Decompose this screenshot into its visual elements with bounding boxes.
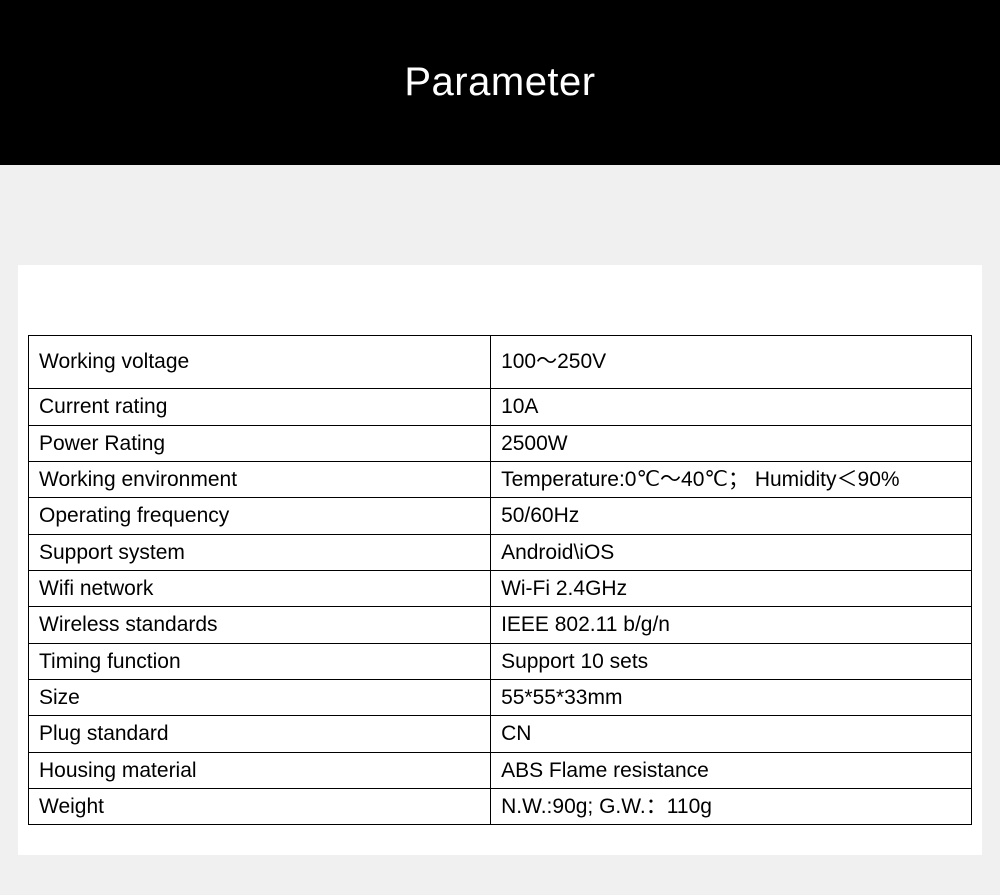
table-row: Plug standard CN [29,716,972,752]
banner: Parameter [0,0,1000,165]
param-label: Weight [29,789,491,825]
table-row: Working environment Temperature:0℃～40℃； … [29,462,972,498]
table-row: Operating frequency 50/60Hz [29,498,972,534]
param-value: ABS Flame resistance [491,752,972,788]
param-label: Wireless standards [29,607,491,643]
param-label: Support system [29,534,491,570]
table-row: Power Rating 2500W [29,425,972,461]
table-row: Size 55*55*33mm [29,680,972,716]
table-row: Weight N.W.:90g; G.W.：110g [29,789,972,825]
param-label: Power Rating [29,425,491,461]
param-value: 100～250V [491,336,972,389]
table-row: Current rating 10A [29,389,972,425]
table-row: Wireless standards IEEE 802.11 b/g/n [29,607,972,643]
param-value: 2500W [491,425,972,461]
param-label: Working environment [29,462,491,498]
content-wrap: Working voltage 100～250V Current rating … [0,165,1000,895]
param-label: Working voltage [29,336,491,389]
param-label: Current rating [29,389,491,425]
param-value: Support 10 sets [491,643,972,679]
param-value: 50/60Hz [491,498,972,534]
param-label: Operating frequency [29,498,491,534]
param-label: Size [29,680,491,716]
table-row: Wifi network Wi-Fi 2.4GHz [29,571,972,607]
param-value: IEEE 802.11 b/g/n [491,607,972,643]
page-title: Parameter [404,60,595,105]
parameter-table-body: Working voltage 100～250V Current rating … [29,336,972,825]
param-value: Wi-Fi 2.4GHz [491,571,972,607]
param-label: Housing material [29,752,491,788]
param-value: N.W.:90g; G.W.：110g [491,789,972,825]
table-row: Housing material ABS Flame resistance [29,752,972,788]
table-row: Working voltage 100～250V [29,336,972,389]
param-label: Wifi network [29,571,491,607]
param-value: CN [491,716,972,752]
table-card: Working voltage 100～250V Current rating … [18,265,982,855]
parameter-table: Working voltage 100～250V Current rating … [28,335,972,825]
param-label: Timing function [29,643,491,679]
table-row: Support system Android\iOS [29,534,972,570]
param-value: Android\iOS [491,534,972,570]
param-value: 10A [491,389,972,425]
param-value: 55*55*33mm [491,680,972,716]
table-row: Timing function Support 10 sets [29,643,972,679]
param-value: Temperature:0℃～40℃； Humidity＜90% [491,462,972,498]
param-label: Plug standard [29,716,491,752]
